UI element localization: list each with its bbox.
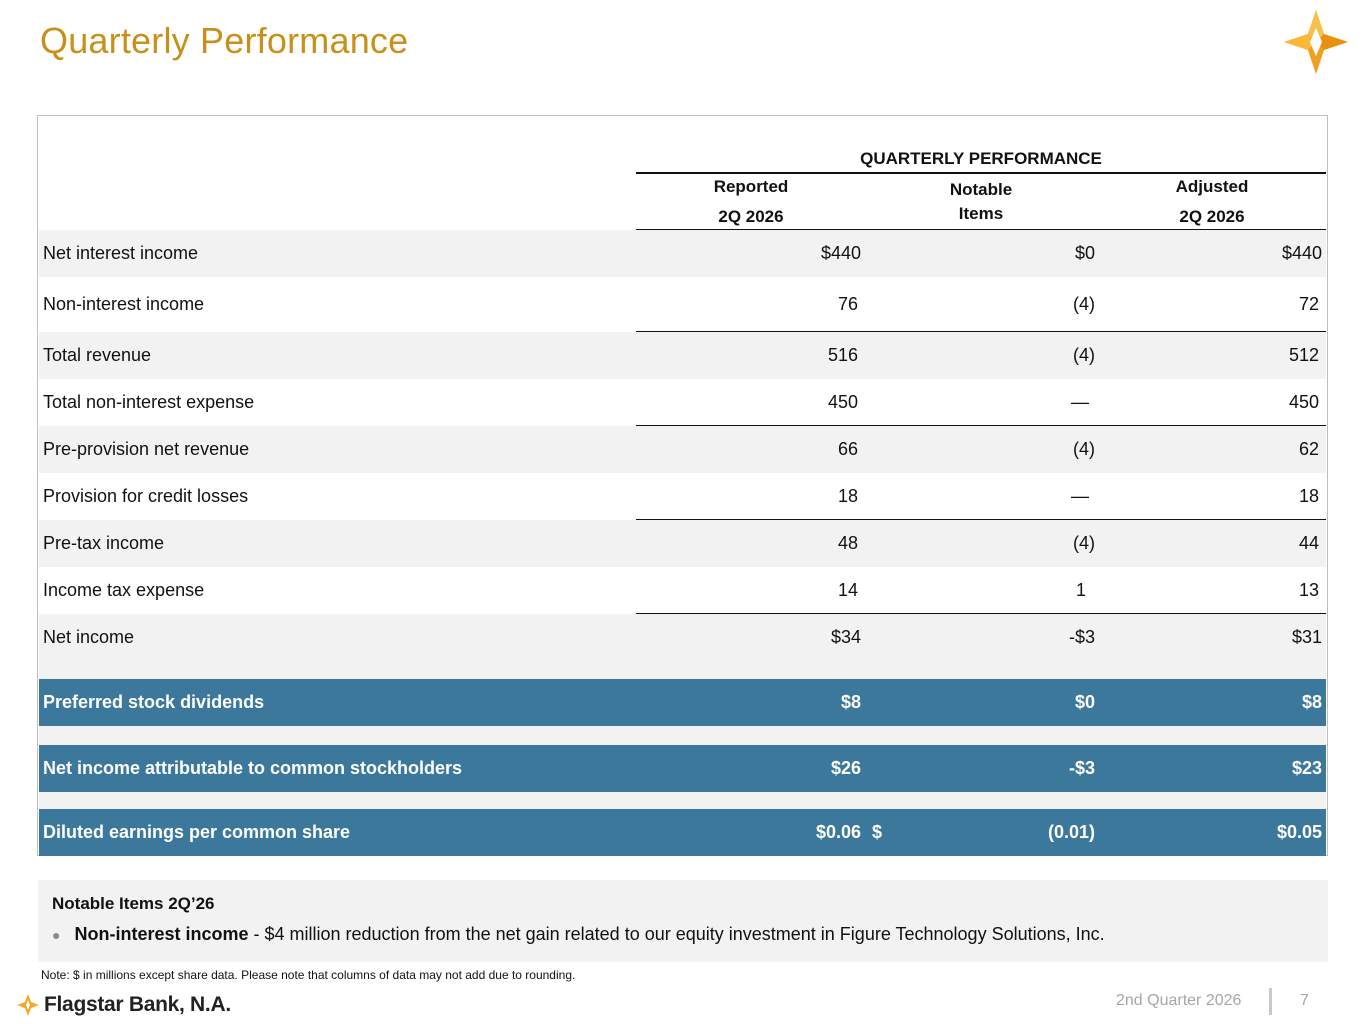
column-header-notable: Notable Items — [949, 180, 1013, 223]
notable-value: (4) — [1073, 439, 1095, 459]
table-row: Pre-tax income 48 (4) 44 — [39, 520, 1326, 567]
notable-value: (4) — [1073, 294, 1095, 314]
notable-value: — — [1071, 392, 1089, 412]
table-row: Total non-interest expense 450 — 450 — [39, 379, 1326, 426]
adjusted-value: 450 — [1288, 392, 1319, 412]
bullet-label: Non-interest income — [74, 924, 249, 944]
reported-value: $0.06 — [815, 822, 861, 842]
reported-value: 66 — [837, 439, 858, 459]
notable-value: $0 — [1074, 243, 1095, 263]
brand-logo: Flagstar Bank, N.A. — [16, 990, 231, 1020]
adjusted-value: $8 — [1301, 692, 1322, 712]
table-row: Net income $34 -$3 $31 — [39, 614, 1326, 661]
reported-value: $8 — [840, 692, 861, 712]
reported-value: 450 — [827, 392, 858, 412]
table-row: Provision for credit losses 18 — 18 — [39, 473, 1326, 520]
adjusted-value: $23 — [1291, 758, 1322, 778]
row-label: Net interest income — [43, 243, 199, 263]
adjusted-value: 13 — [1298, 580, 1319, 600]
notable-value: -$3 — [1068, 758, 1095, 778]
highlight-row: Diluted earnings per common share $0.06 … — [39, 809, 1326, 856]
notable-currency-symbol: $ — [872, 822, 883, 842]
row-label: Non-interest income — [43, 294, 205, 314]
reported-value: $440 — [820, 243, 861, 263]
row-spacer — [39, 726, 1326, 745]
reported-value: 516 — [827, 345, 858, 365]
row-label: Income tax expense — [43, 580, 205, 600]
highlight-row: Net income attributable to common stockh… — [39, 745, 1326, 792]
column-header-adjusted: Adjusted 2Q 2026 — [1175, 177, 1249, 226]
notable-value: $0 — [1074, 692, 1095, 712]
table-row: Pre-provision net revenue 66 (4) 62 — [39, 426, 1326, 473]
row-label: Total non-interest expense — [43, 392, 255, 412]
row-spacer — [39, 792, 1326, 809]
highlight-row: Preferred stock dividends $8 $0 $8 — [39, 679, 1326, 726]
adjusted-value: 18 — [1298, 486, 1319, 506]
adjusted-value: $0.05 — [1276, 822, 1322, 842]
row-label: Pre-tax income — [43, 533, 165, 553]
star-logo-icon — [1284, 10, 1348, 74]
row-label: Net income — [43, 627, 135, 647]
row-label: Total revenue — [43, 345, 152, 365]
table-row: Non-interest income 76 (4) 72 — [39, 281, 1326, 328]
row-label: Provision for credit losses — [43, 486, 249, 506]
table-row: Total revenue 516 (4) 512 — [39, 332, 1326, 379]
row-spacer — [39, 661, 1326, 679]
notes-title: Notable Items 2Q’26 — [52, 894, 215, 913]
table-group-header: QUARTERLY PERFORMANCE — [860, 149, 1102, 168]
adjusted-value: 512 — [1288, 345, 1319, 365]
reported-value: 14 — [837, 580, 858, 600]
adjusted-value: $440 — [1281, 243, 1322, 263]
notable-value: (0.01) — [1047, 822, 1095, 842]
page-number: 7 — [1300, 992, 1309, 1009]
reported-value: 18 — [837, 486, 858, 506]
adjusted-value: 72 — [1298, 294, 1319, 314]
flagstar-star-icon — [17, 994, 39, 1016]
reported-value: $34 — [830, 627, 861, 647]
footer-divider — [1269, 988, 1272, 1015]
notable-value: (4) — [1073, 533, 1095, 553]
adjusted-value: $31 — [1291, 627, 1322, 647]
bullet-icon: ● — [52, 927, 61, 943]
report-period: 2nd Quarter 2026 — [1116, 992, 1242, 1009]
notes-bullet: ● Non-interest income - $4 million reduct… — [52, 924, 1105, 945]
row-label: Pre-provision net revenue — [43, 439, 250, 459]
table-row: Income tax expense 14 1 13 — [39, 567, 1326, 614]
notable-items-box: Notable Items 2Q’26 ● Non-interest income… — [38, 880, 1328, 962]
adjusted-value: 62 — [1298, 439, 1319, 459]
footnote: Note: $ in millions except share data. P… — [41, 968, 576, 982]
column-header-reported: Reported 2Q 2026 — [713, 177, 789, 226]
row-label: Diluted earnings per common share — [43, 822, 351, 842]
notable-value: (4) — [1073, 345, 1095, 365]
adjusted-value: 44 — [1298, 533, 1319, 553]
brand-name: Flagstar Bank, N.A. — [44, 993, 231, 1016]
reported-value: 48 — [837, 533, 858, 553]
table-row: Net interest income $440 $0 $440 — [39, 230, 1326, 277]
bullet-text: - $4 million reduction from the net gain… — [248, 924, 1105, 944]
reported-value: $26 — [830, 758, 861, 778]
notable-value: 1 — [1075, 580, 1086, 600]
notable-value: — — [1071, 486, 1089, 506]
notable-value: -$3 — [1068, 627, 1095, 647]
row-label: Preferred stock dividends — [43, 692, 265, 712]
page-title: Quarterly Performance — [40, 20, 409, 61]
header-divider — [636, 172, 1326, 174]
row-label: Net income attributable to common stockh… — [43, 758, 463, 778]
reported-value: 76 — [837, 294, 858, 314]
